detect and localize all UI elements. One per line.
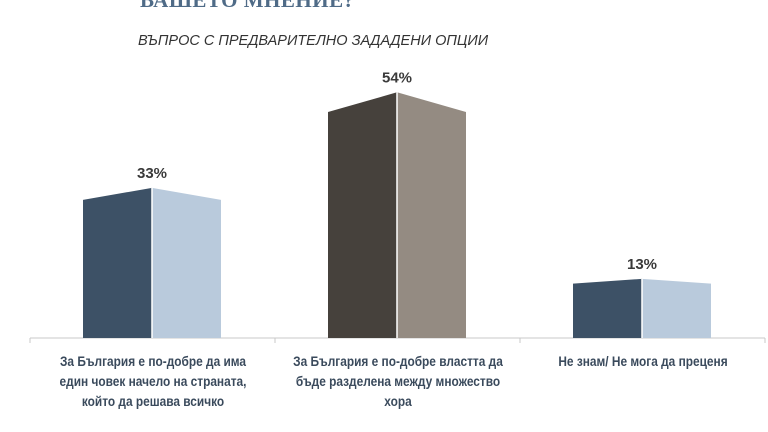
bar-3-dark-face [573,278,642,338]
bar-2-light-face [397,92,466,338]
bar-1-dark-face [83,187,152,338]
x-tick-label-2: За България е по-добре властта да бъде р… [293,354,503,409]
bar-2-dark-face [328,92,397,338]
bar-1-light-face [152,187,221,338]
chart-title: ВАШЕТО МНЕНИЕ? [140,0,355,12]
x-tick-label-3: Не знам/ Не мога да преценя [558,354,728,369]
x-tick-label-1: За България е по-добре да има един човек… [59,354,247,409]
data-label-2: 54% [382,69,412,86]
data-label-3: 13% [627,256,657,273]
chart-subtitle: ВЪПРОС С ПРЕДВАРИТЕЛНО ЗАДАДЕНИ ОПЦИИ [138,33,489,49]
bar-3-light-face [642,278,711,338]
data-label-1: 33% [137,165,167,182]
